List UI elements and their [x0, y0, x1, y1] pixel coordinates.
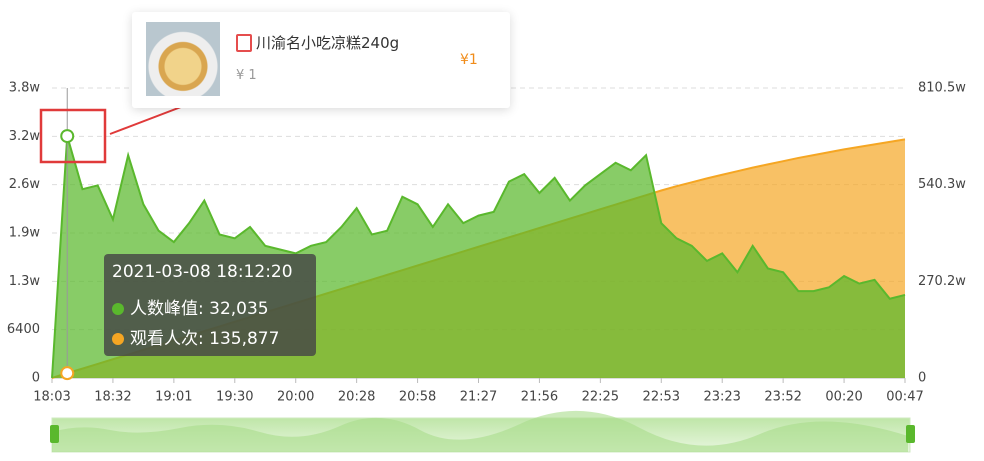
- slider-preview: [52, 410, 908, 452]
- y-tick-label: 2.6w: [9, 177, 41, 192]
- x-tick-label: 00:20: [825, 390, 862, 405]
- x-tick-label: 00:47: [886, 390, 923, 405]
- x-tick-label: 23:52: [764, 390, 801, 405]
- product-price: ¥ 1: [236, 68, 257, 83]
- x-tick-label: 22:53: [643, 390, 680, 405]
- highlight-box: [39, 108, 107, 164]
- x-tick-label: 19:01: [155, 390, 192, 405]
- y-tick-label: 1.9w: [9, 226, 41, 241]
- tooltip-text: 人数峰值: 32,035: [130, 299, 269, 319]
- x-tick-label: 20:58: [399, 390, 436, 405]
- slider-handle-right[interactable]: [906, 425, 915, 443]
- series-line: [51, 135, 906, 379]
- tooltip-dot: [112, 303, 124, 315]
- product-name: 川渝名小吃凉糕240g: [256, 34, 400, 52]
- product-image: [146, 22, 220, 96]
- x-tick-label: 19:30: [216, 390, 253, 405]
- x-tick-label: 23:23: [703, 390, 740, 405]
- y2-tick-label: 0: [918, 371, 926, 386]
- shop-icon: [236, 34, 252, 52]
- x-tick-label: 21:27: [460, 390, 497, 405]
- highlight-point: [60, 129, 75, 144]
- slider-handle-left[interactable]: [50, 425, 59, 443]
- y-tick-label: 0: [32, 371, 40, 386]
- x-tick-label: 20:00: [277, 390, 314, 405]
- y-tick-label: 3.8w: [9, 81, 41, 96]
- tooltip-text: 观看人次: 135,877: [130, 329, 280, 349]
- product-card[interactable]: 川渝名小吃凉糕240g ¥ 1 ¥1: [132, 12, 510, 108]
- x-tick-label: 18:32: [94, 390, 131, 405]
- y2-tick-label: 540.3w: [918, 177, 966, 192]
- y2-tick-label: 810.5w: [918, 81, 966, 96]
- x-tick-label: 18:03: [33, 390, 70, 405]
- tooltip-row: 观看人次: 135,877: [112, 324, 279, 349]
- tooltip: 2021-03-08 18:12:20 人数峰值: 32,035 观看人次: 1…: [104, 254, 316, 356]
- product-price-right: ¥1: [460, 52, 478, 68]
- y-tick-label: 3.2w: [9, 129, 41, 144]
- tooltip-row: 人数峰值: 32,035: [112, 294, 269, 319]
- y-tick-label: 1.3w: [9, 274, 41, 289]
- x-tick-label: 21:56: [521, 390, 558, 405]
- highlight-point: [60, 366, 75, 381]
- x-tick-label: 20:28: [338, 390, 375, 405]
- y-tick-label: 6400: [7, 322, 40, 337]
- x-tick-label: 22:25: [582, 390, 619, 405]
- tooltip-dot: [112, 333, 124, 345]
- tooltip-time: 2021-03-08 18:12:20: [112, 262, 293, 282]
- y2-tick-label: 270.2w: [918, 274, 966, 289]
